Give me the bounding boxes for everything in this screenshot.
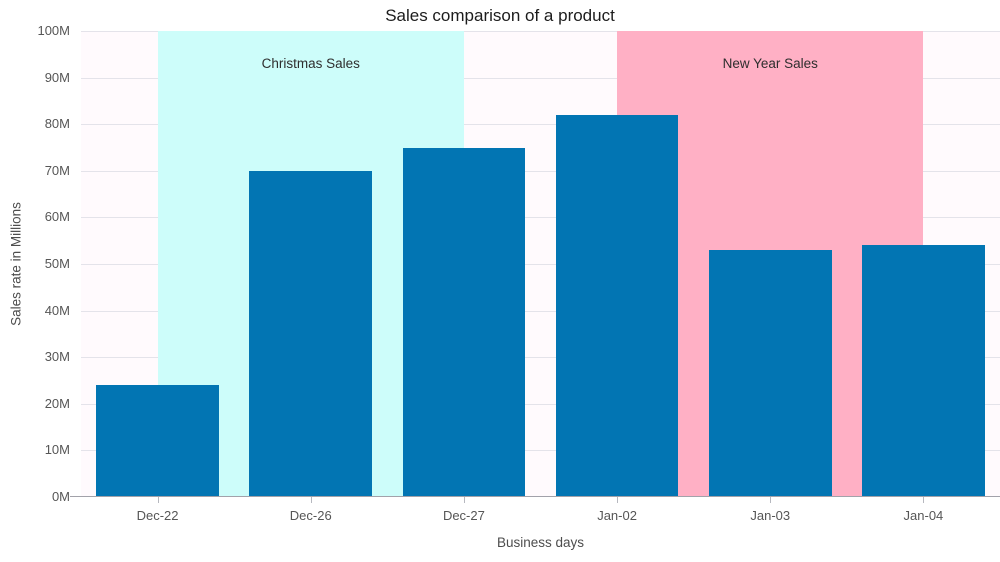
y-tick-label: 70M	[44, 162, 70, 178]
gridline	[81, 170, 1000, 172]
gridline	[81, 310, 1000, 312]
x-tick-label-Jan-02: Jan-02	[597, 508, 637, 523]
y-tick-label: 20M	[44, 395, 70, 411]
y-tick-label: 90M	[44, 69, 70, 85]
gridline	[81, 77, 1000, 79]
gridline	[81, 264, 1000, 265]
x-tick	[923, 497, 925, 503]
x-tick	[463, 497, 465, 503]
gridline	[81, 403, 1000, 405]
y-tick-label: 100M	[37, 23, 70, 38]
x-axis-line	[70, 496, 1000, 497]
bar-Jan-03[interactable]	[708, 250, 832, 497]
gridline	[81, 217, 1000, 219]
gridline	[81, 124, 1000, 126]
x-tick-label-Dec-26: Dec-26	[289, 508, 332, 523]
bar-Jan-04[interactable]	[862, 245, 985, 497]
x-tick	[310, 497, 312, 503]
x-tick	[157, 497, 159, 503]
x-tick-label-Jan-04: Jan-04	[903, 508, 944, 523]
y-tick-label: 0M	[51, 489, 70, 504]
x-tick-label-Jan-03: Jan-03	[750, 508, 791, 523]
plot-area: Christmas Sales New Year Sales	[81, 31, 1000, 497]
x-tick-label-Dec-27: Dec-27	[442, 508, 485, 523]
y-tick-label: 30M	[44, 349, 70, 365]
y-tick-label: 40M	[44, 302, 70, 318]
bar-Dec-26[interactable]	[249, 170, 372, 497]
y-tick-label: 50M	[44, 256, 70, 271]
bar-Jan-02[interactable]	[555, 114, 679, 497]
gridline	[81, 31, 1000, 32]
bar-Dec-27[interactable]	[402, 147, 526, 497]
chart-title: Sales comparison of a product	[385, 6, 615, 25]
gridline	[81, 450, 1000, 452]
stripline-label: New Year Sales	[722, 56, 818, 71]
x-tick	[770, 497, 772, 503]
stripline-label: Christmas Sales	[261, 56, 360, 71]
bar-Dec-22[interactable]	[96, 385, 219, 497]
gridline	[81, 357, 1000, 359]
x-tick-label-Dec-22: Dec-22	[136, 508, 179, 523]
x-tick	[617, 497, 619, 503]
y-tick-label: 80M	[44, 116, 70, 132]
y-tick-label: 60M	[44, 209, 70, 225]
x-axis-title: Business days	[496, 535, 585, 550]
y-tick-label: 10M	[44, 442, 70, 458]
